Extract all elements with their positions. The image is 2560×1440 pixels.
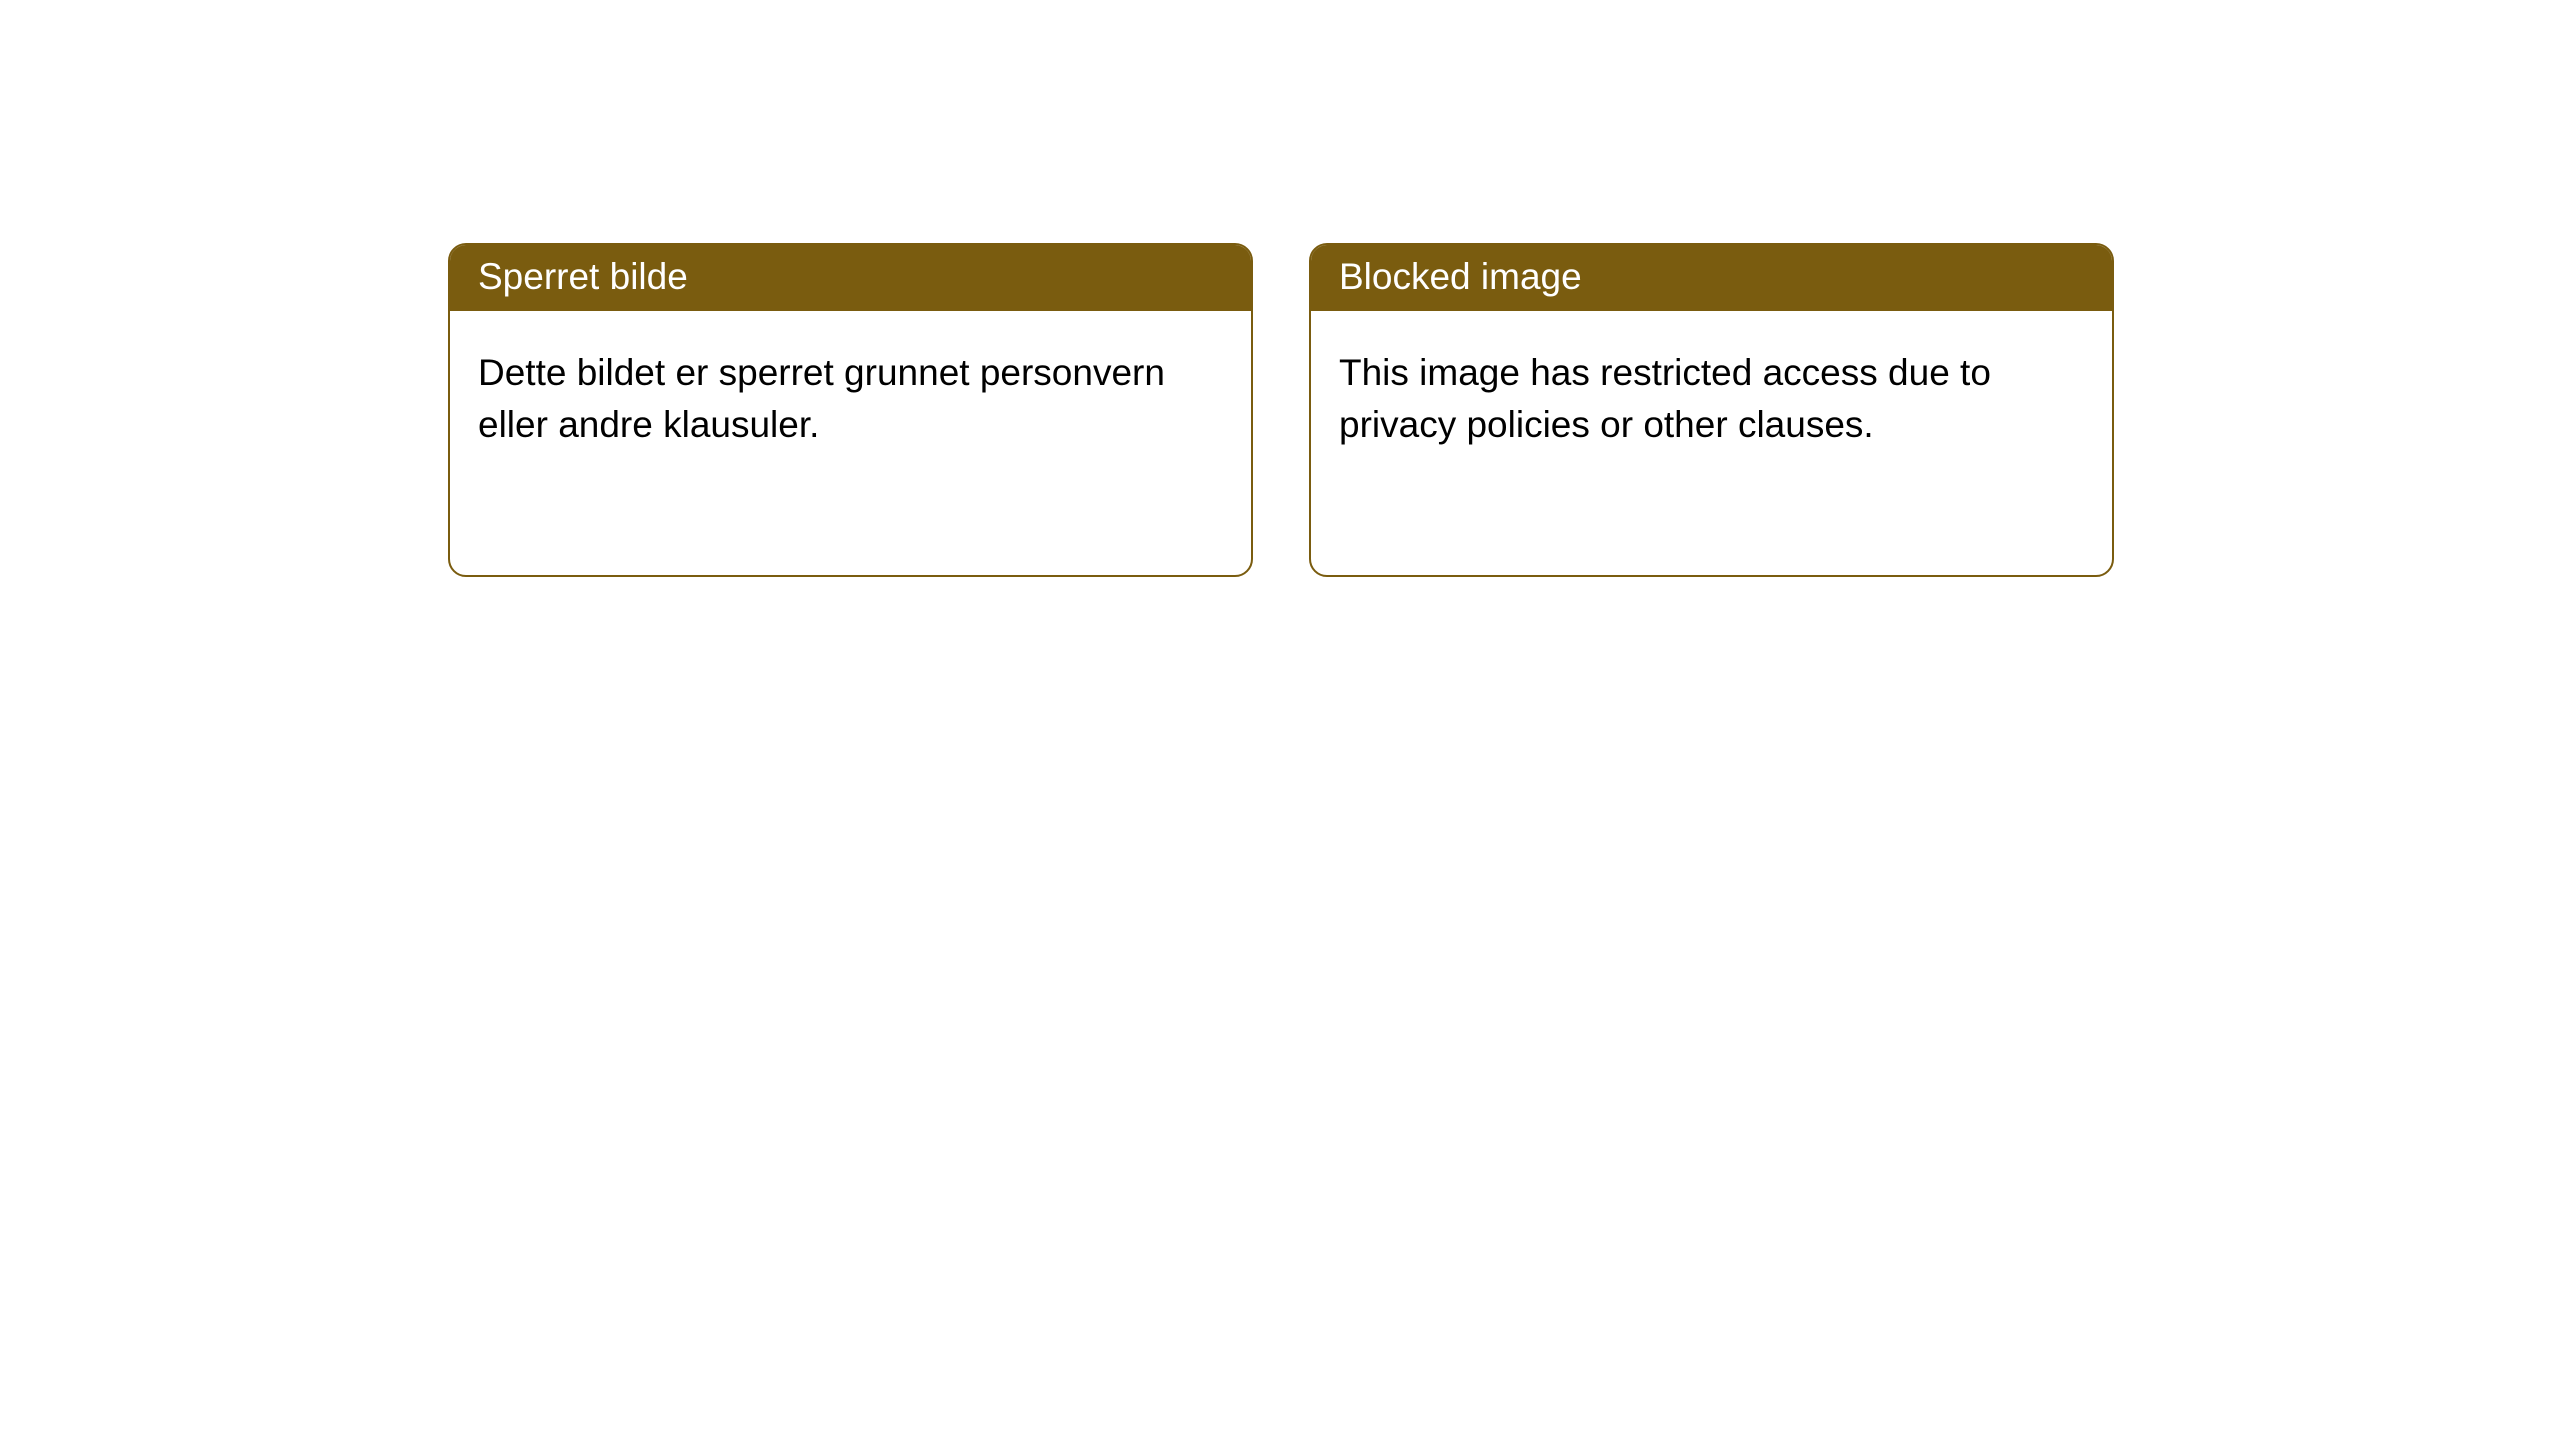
notice-body: Dette bildet er sperret grunnet personve… [450,311,1251,479]
notice-card-norwegian: Sperret bilde Dette bildet er sperret gr… [448,243,1253,577]
notice-card-english: Blocked image This image has restricted … [1309,243,2114,577]
notice-body: This image has restricted access due to … [1311,311,2112,479]
notice-container: Sperret bilde Dette bildet er sperret gr… [0,0,2560,577]
notice-header: Blocked image [1311,245,2112,311]
notice-header: Sperret bilde [450,245,1251,311]
